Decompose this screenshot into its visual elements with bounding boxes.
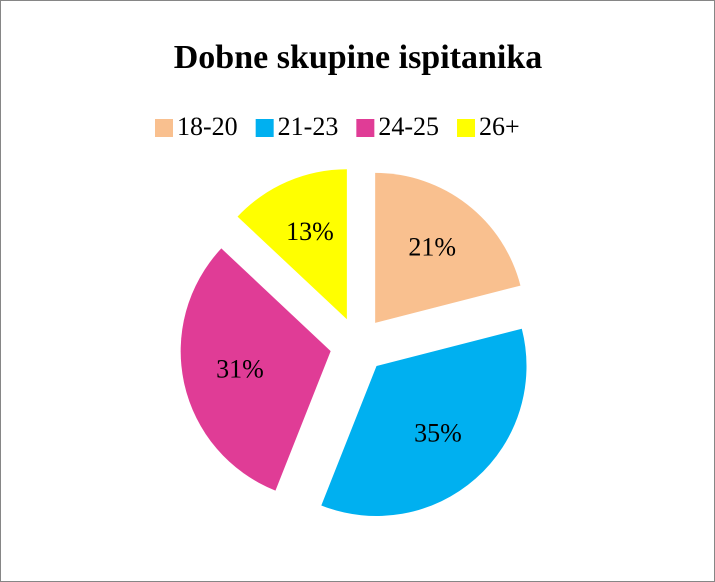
pie-slice bbox=[237, 169, 347, 320]
data-label: 21% bbox=[408, 232, 456, 261]
data-label: 31% bbox=[216, 354, 264, 383]
pie-slice bbox=[321, 328, 527, 517]
legend-label: 21-23 bbox=[278, 112, 339, 141]
legend-label: 24-25 bbox=[378, 112, 439, 141]
pie-slice bbox=[180, 248, 331, 491]
legend-swatch bbox=[155, 119, 173, 137]
legend-swatch bbox=[255, 119, 274, 137]
data-label: 13% bbox=[286, 217, 334, 246]
legend-swatch bbox=[457, 119, 476, 137]
legend-label: 26+ bbox=[479, 112, 520, 141]
data-label: 35% bbox=[414, 419, 462, 448]
legend-swatch bbox=[356, 119, 375, 137]
legend-label: 18-20 bbox=[177, 112, 238, 141]
pie-slice bbox=[375, 172, 521, 323]
chart-title: Dobne skupine ispitanika bbox=[174, 39, 543, 76]
